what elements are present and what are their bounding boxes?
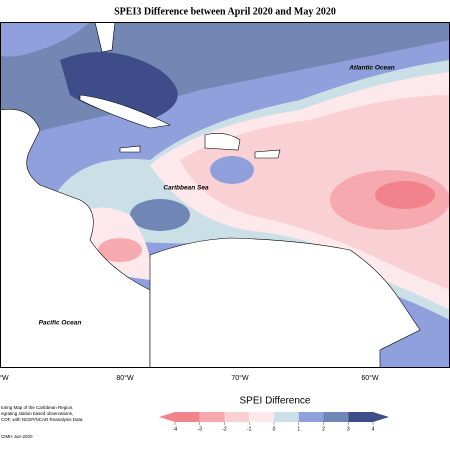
longitude-label: 60°W [361, 374, 379, 382]
legend-swatch [175, 412, 200, 422]
legend-tick-label: 0 [273, 426, 276, 432]
legend-swatch [298, 412, 324, 422]
legend-swatch [224, 412, 250, 422]
footnote: CIMH Jun-2020 [1, 434, 33, 439]
land [0, 22, 421, 368]
anomaly-zone [180, 95, 450, 290]
anomaly-zone [210, 156, 254, 184]
footnote: egrating station based observations, [1, 411, 73, 416]
legend-swatch [249, 412, 274, 422]
legend-swatch [348, 412, 373, 422]
legend-tick-label: -4 [173, 426, 178, 432]
footnote: COF, with NCEP/NCAR Reanalysis Data. [1, 417, 84, 422]
anomaly-zone [98, 238, 142, 262]
legend-tick-label: -1 [247, 426, 252, 432]
anomaly-zone [0, 22, 90, 57]
map-title: SPEI3 Difference between April 2020 and … [114, 6, 336, 17]
longitude-label: 70°W [231, 374, 249, 382]
legend-swatch [199, 412, 225, 422]
legend-arrow [373, 412, 389, 422]
legend-swatch [323, 412, 349, 422]
legend-swatch [274, 412, 299, 422]
longitude-label: 90°W [0, 374, 9, 382]
legend-tick-label: 1 [297, 426, 300, 432]
legend-tick-label: 3 [347, 426, 350, 432]
ocean-label: Caribbean Sea [163, 185, 209, 192]
legend-tick-label: -3 [198, 426, 203, 432]
ocean-label: Atlantic Ocean [348, 65, 395, 72]
ocean-label: Pacific Ocean [39, 320, 82, 327]
map [0, 22, 450, 368]
legend-tick-label: 2 [322, 426, 325, 432]
anomaly-zone [375, 181, 435, 209]
legend-tick-label: 4 [372, 426, 375, 432]
legend-arrow [159, 412, 175, 422]
legend-title: SPEI Difference [240, 396, 311, 407]
anomaly-zone [130, 199, 190, 231]
footnote: toring Map of the Caribbean Region. [1, 405, 74, 410]
legend-tick-label: -2 [222, 426, 227, 432]
longitude-label: 80°W [116, 374, 134, 382]
